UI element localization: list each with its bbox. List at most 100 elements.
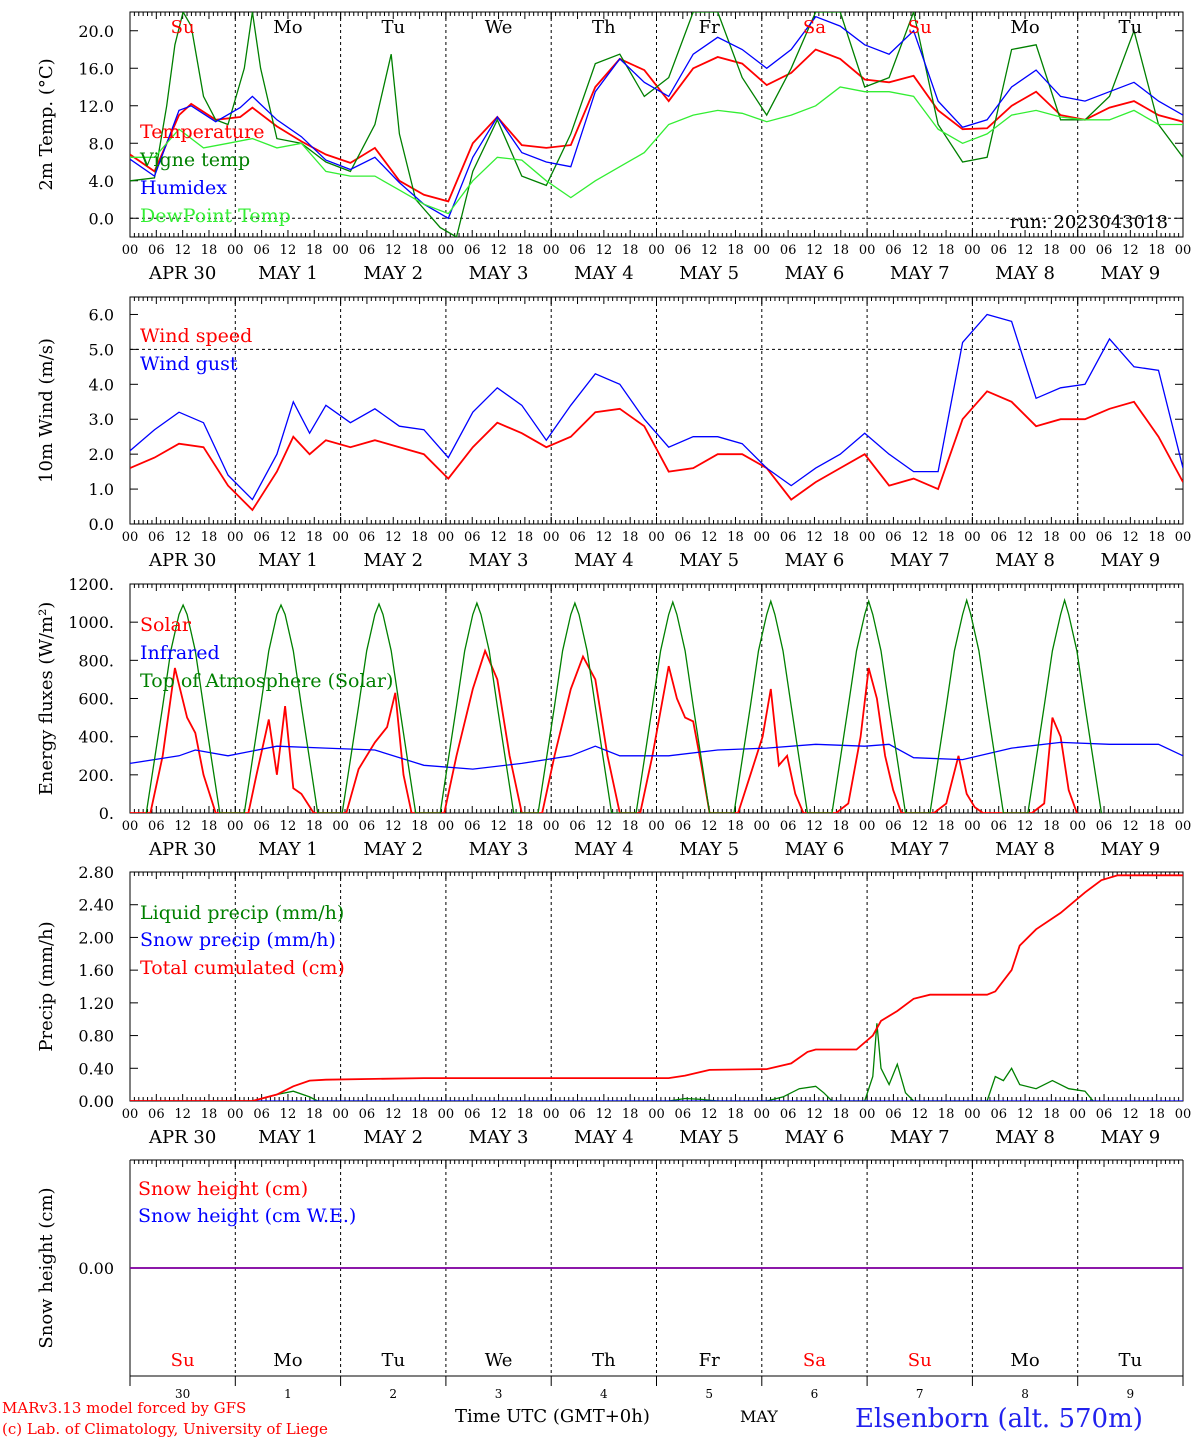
date-label: MAY 7 [890,263,950,284]
y-axis-label: Snow height (cm) [36,1187,57,1348]
hour-label: 12 [1017,1107,1034,1122]
hour-label: 06 [253,243,270,258]
hour-label: 06 [675,530,692,545]
hour-label: 06 [148,530,165,545]
hour-label: 18 [517,530,534,545]
hour-label: 00 [227,1107,244,1122]
date-label: MAY 1 [258,263,318,284]
date-label: MAY 3 [469,839,529,860]
weekday-label: Su [908,1350,932,1371]
time-axis-title: Time UTC (GMT+0h) [455,1406,650,1427]
y-tick-label: 2.0 [89,445,114,464]
hour-label: 00 [543,243,560,258]
hour-label: 12 [280,1107,297,1122]
hour-label: 00 [648,243,665,258]
hour-label: 06 [359,530,376,545]
y-tick-label: 5.0 [89,340,114,359]
hour-label: 00 [754,1107,771,1122]
date-label: APR 30 [148,839,216,860]
hour-label: 18 [1043,819,1060,834]
hour-label: 06 [253,1107,270,1122]
hour-label: 18 [727,530,744,545]
hour-label: 00 [1069,530,1086,545]
hour-label: 00 [227,243,244,258]
hour-label: 18 [1043,243,1060,258]
hour-label: 12 [490,243,507,258]
hour-label: 12 [596,243,613,258]
legend-entry: Total cumulated (cm) [140,957,345,979]
date-label: APR 30 [148,263,216,284]
hour-label: 00 [438,530,455,545]
hour-label: 18 [1043,1107,1060,1122]
y-tick-label: 12.0 [78,97,114,116]
hour-label: 18 [517,819,534,834]
weekday-label: Mo [1010,17,1039,38]
hour-label: 12 [385,530,402,545]
day-number: 1 [284,1387,292,1401]
hour-label: 06 [464,243,481,258]
weekday-label: We [485,1350,513,1371]
y-tick-label: 2.80 [78,863,114,882]
hour-label: 00 [859,243,876,258]
date-label: APR 30 [148,1127,216,1148]
date-label: MAY 5 [679,550,739,571]
hour-label: 00 [438,243,455,258]
hour-label: 06 [675,819,692,834]
y-tick-label: 4.0 [89,172,114,191]
hour-label: 18 [411,1107,428,1122]
panel-3: 0. 200. 400. 600. 800. 1000. 1200. Energy fluxe… [36,575,1191,860]
y-tick-label: 1.20 [78,994,114,1013]
y-tick-label: 4.0 [89,375,114,394]
hour-label: 00 [648,530,665,545]
hour-label: 00 [332,243,349,258]
date-label: MAY 1 [258,839,318,860]
date-label: MAY 5 [679,263,739,284]
hour-label: 00 [1175,243,1192,258]
hour-label: 06 [1096,243,1113,258]
hour-label: 12 [701,243,718,258]
series-line [130,874,1183,1101]
y-axis-label: Energy fluxes (W/m²) [36,602,57,796]
hour-label: 18 [306,819,323,834]
hour-label: 12 [806,819,823,834]
date-label: MAY 1 [258,550,318,571]
hour-label: 18 [727,1107,744,1122]
y-axis-label: Precip (mm/h) [36,921,57,1051]
date-label: MAY 7 [890,1127,950,1148]
date-label: MAY 7 [890,839,950,860]
hour-label: 06 [675,1107,692,1122]
hour-label: 18 [1148,530,1165,545]
date-label: MAY 8 [995,839,1055,860]
hour-label: 00 [122,243,139,258]
weekday-label: Su [171,1350,195,1371]
series-line [130,648,1078,813]
hour-label: 06 [1096,819,1113,834]
date-label: MAY 5 [679,839,739,860]
hour-label: 12 [911,530,928,545]
weekday-label: Tu [381,1350,405,1371]
weekday-label: Sa [803,17,826,38]
hour-label: 18 [1148,243,1165,258]
y-tick-label: 16.0 [78,59,114,78]
series-line [130,86,1183,215]
hour-label: 12 [1122,1107,1139,1122]
panel-2: 0.0 1.0 2.0 3.0 4.0 5.0 6.0 10m Wind (m/s) Wind … [36,296,1191,571]
legend-entry: Snow precip (mm/h) [140,929,336,951]
plot-frame [129,11,1184,238]
hour-label: 06 [253,530,270,545]
hour-label: 12 [174,530,191,545]
hour-label: 12 [911,243,928,258]
date-label: MAY 4 [574,263,634,284]
hour-label: 00 [227,819,244,834]
date-label: MAY 2 [363,1127,423,1148]
date-label: MAY 6 [785,839,845,860]
hour-label: 06 [359,819,376,834]
hour-label: 18 [306,530,323,545]
day-number: 3 [495,1387,503,1401]
y-tick-label: 3.0 [89,410,114,429]
hour-label: 18 [622,243,639,258]
hour-label: 12 [701,819,718,834]
weekday-label: Su [908,17,932,38]
legend-entry: Infrared [140,642,220,664]
